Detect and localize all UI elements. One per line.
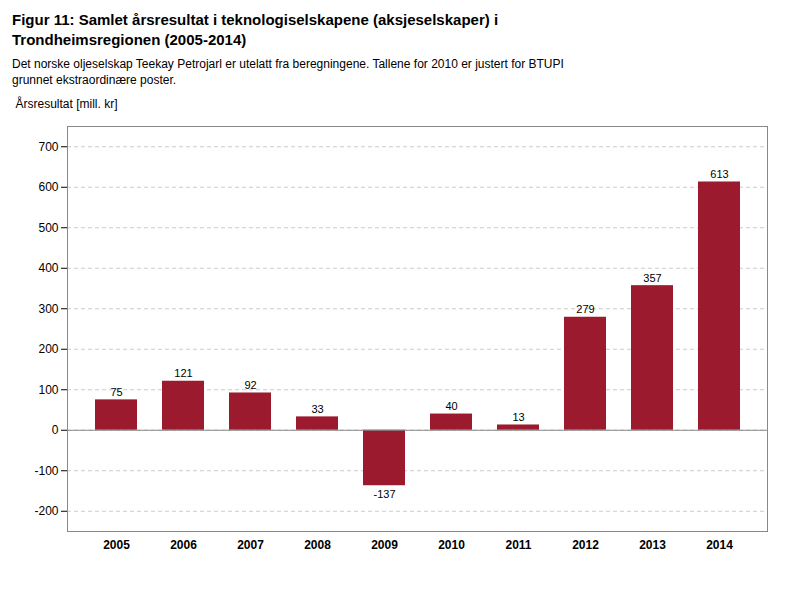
svg-text:Årsresultat [mill. kr]: Årsresultat [mill. kr] <box>16 96 118 111</box>
svg-text:121: 121 <box>174 367 192 379</box>
svg-text:700: 700 <box>38 140 58 154</box>
svg-text:2009: 2009 <box>371 538 398 552</box>
svg-text:100: 100 <box>38 383 58 397</box>
svg-text:0: 0 <box>52 423 59 437</box>
svg-text:-200: -200 <box>34 504 58 518</box>
svg-text:2014: 2014 <box>706 538 733 552</box>
svg-text:613: 613 <box>710 168 728 180</box>
svg-text:2007: 2007 <box>237 538 264 552</box>
svg-text:-137: -137 <box>373 488 395 500</box>
svg-text:600: 600 <box>38 180 58 194</box>
html-text:Figur 11: Samlet årsresultat i: Figur 11: Samlet årsresultat i teknologi… <box>12 11 499 48</box>
svg-text:33: 33 <box>311 403 323 415</box>
svg-text:300: 300 <box>38 302 58 316</box>
svg-text:-100: -100 <box>34 464 58 478</box>
svg-text:2011: 2011 <box>505 538 531 552</box>
svg-text:92: 92 <box>244 379 256 391</box>
svg-text:40: 40 <box>445 400 457 412</box>
svg-text:2005: 2005 <box>103 538 130 552</box>
svg-text:2010: 2010 <box>438 538 465 552</box>
svg-text:200: 200 <box>38 342 58 356</box>
svg-text:2012: 2012 <box>572 538 599 552</box>
svg-text:279: 279 <box>576 303 594 315</box>
svg-text:75: 75 <box>110 386 122 398</box>
svg-text:357: 357 <box>643 272 661 284</box>
svg-text:400: 400 <box>38 261 58 275</box>
svg-text:13: 13 <box>512 411 524 423</box>
svg-text:2008: 2008 <box>304 538 331 552</box>
svg-text:2006: 2006 <box>170 538 197 552</box>
svg-text:500: 500 <box>38 221 58 235</box>
html-text:Det norske oljeselskap Teekay: Det norske oljeselskap Teekay Petrojarl … <box>12 57 564 87</box>
svg-text:2013: 2013 <box>639 538 666 552</box>
